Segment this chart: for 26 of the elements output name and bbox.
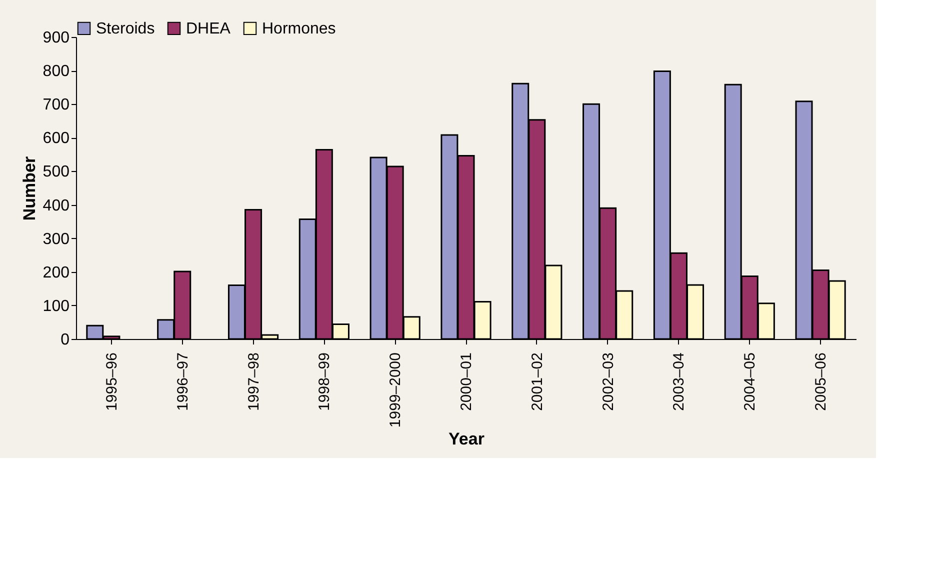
y-axis-title: Number	[20, 156, 39, 221]
y-tick-label: 600	[42, 130, 70, 148]
x-axis-title: Year	[448, 430, 485, 449]
x-tick-label: 2003–04	[670, 352, 688, 411]
x-tick-label: 1995–96	[103, 352, 120, 411]
x-tick-label: 1997–98	[245, 352, 262, 411]
y-tick-label: 300	[42, 230, 70, 248]
legend-label: Hormones	[262, 20, 336, 38]
x-tick-label: 1999–2000	[387, 352, 404, 428]
x-tick-label: 2004–05	[742, 352, 759, 411]
x-tick-label: 2005–06	[812, 352, 830, 411]
x-tick-label: 2000–01	[458, 352, 475, 411]
x-tick-label: 1996–97	[174, 352, 192, 411]
x-tick-label: 2002–03	[600, 352, 617, 411]
legend-label: Steroids	[96, 20, 155, 38]
y-tick-label: 900	[42, 30, 70, 46]
x-tick-label: 2001–02	[528, 352, 546, 411]
y-tick-label: 100	[42, 298, 70, 315]
y-tick-label: 400	[42, 197, 70, 214]
y-tick-label: 800	[42, 63, 70, 80]
legend-label: DHEA	[186, 20, 231, 38]
y-tick-label: 0	[60, 332, 70, 348]
y-tick-label: 700	[42, 96, 70, 114]
y-tick-label: 200	[42, 264, 70, 282]
x-tick-label: 1998–99	[316, 352, 334, 411]
y-tick-label: 500	[42, 164, 70, 181]
